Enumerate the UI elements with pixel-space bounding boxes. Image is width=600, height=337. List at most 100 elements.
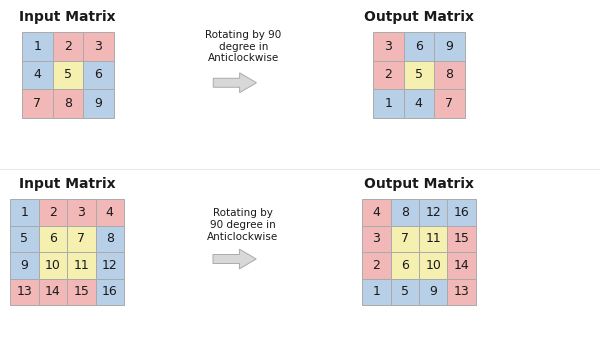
Bar (38, 199, 67, 225)
Bar (22, 89, 53, 118)
Bar (362, 252, 391, 278)
Bar (391, 199, 419, 225)
Bar (391, 278, 419, 305)
Text: 1: 1 (34, 40, 41, 53)
FancyArrow shape (213, 73, 256, 93)
Text: 5: 5 (415, 68, 423, 81)
Text: Output Matrix: Output Matrix (364, 10, 474, 24)
Bar (38, 252, 67, 278)
Text: 13: 13 (16, 285, 32, 298)
Bar (373, 89, 404, 118)
Text: 4: 4 (34, 68, 41, 81)
Bar (404, 61, 434, 89)
Bar (434, 89, 464, 118)
Bar (373, 61, 404, 89)
Text: 9: 9 (445, 40, 453, 53)
Text: 3: 3 (385, 40, 392, 53)
Text: 13: 13 (454, 285, 470, 298)
Bar (67, 225, 95, 252)
Text: 3: 3 (94, 40, 102, 53)
Text: 8: 8 (106, 232, 114, 245)
Text: 3: 3 (77, 206, 85, 219)
Text: 7: 7 (445, 97, 453, 110)
Bar (448, 278, 476, 305)
Text: 7: 7 (401, 232, 409, 245)
Text: 4: 4 (373, 206, 380, 219)
Bar (448, 199, 476, 225)
Text: 6: 6 (401, 259, 409, 272)
Bar (419, 199, 448, 225)
Bar (373, 32, 404, 61)
Text: 10: 10 (45, 259, 61, 272)
Text: 2: 2 (373, 259, 380, 272)
Bar (38, 278, 67, 305)
Text: 6: 6 (94, 68, 102, 81)
Text: 2: 2 (64, 40, 71, 53)
Text: 15: 15 (454, 232, 470, 245)
Bar (38, 225, 67, 252)
Text: 11: 11 (73, 259, 89, 272)
FancyArrow shape (213, 249, 256, 269)
Text: Rotating by
90 degree in
Anticlockwise: Rotating by 90 degree in Anticlockwise (208, 208, 278, 242)
Bar (10, 278, 38, 305)
Text: 8: 8 (64, 97, 72, 110)
Text: 5: 5 (20, 232, 28, 245)
Bar (22, 61, 53, 89)
Bar (83, 32, 113, 61)
Text: 1: 1 (20, 206, 28, 219)
Bar (22, 32, 53, 61)
Text: 4: 4 (106, 206, 113, 219)
Text: 4: 4 (415, 97, 422, 110)
Text: Rotating by 90
degree in
Anticlockwise: Rotating by 90 degree in Anticlockwise (205, 30, 281, 63)
Text: 7: 7 (77, 232, 85, 245)
Bar (67, 199, 95, 225)
Bar (448, 252, 476, 278)
Bar (53, 89, 83, 118)
Bar (419, 278, 448, 305)
Text: 8: 8 (445, 68, 453, 81)
Text: 1: 1 (385, 97, 392, 110)
Text: 8: 8 (401, 206, 409, 219)
Bar (95, 252, 124, 278)
Text: 16: 16 (454, 206, 470, 219)
Bar (404, 89, 434, 118)
Text: 5: 5 (64, 68, 72, 81)
Text: 14: 14 (45, 285, 61, 298)
Text: 9: 9 (430, 285, 437, 298)
Bar (10, 199, 38, 225)
Bar (391, 252, 419, 278)
Bar (67, 278, 95, 305)
Text: 5: 5 (401, 285, 409, 298)
Bar (83, 89, 113, 118)
Text: Input Matrix: Input Matrix (19, 177, 115, 191)
Bar (434, 61, 464, 89)
Bar (448, 225, 476, 252)
Bar (67, 252, 95, 278)
Bar (434, 32, 464, 61)
Text: 14: 14 (454, 259, 470, 272)
Text: 10: 10 (425, 259, 441, 272)
Text: 6: 6 (415, 40, 422, 53)
Bar (10, 252, 38, 278)
Text: 15: 15 (73, 285, 89, 298)
Bar (83, 61, 113, 89)
Text: 12: 12 (425, 206, 441, 219)
Text: 9: 9 (94, 97, 102, 110)
Bar (419, 225, 448, 252)
Text: 1: 1 (373, 285, 380, 298)
Bar (10, 225, 38, 252)
Text: Input Matrix: Input Matrix (19, 10, 116, 24)
Bar (391, 225, 419, 252)
Text: 11: 11 (425, 232, 441, 245)
Bar (419, 252, 448, 278)
Text: 3: 3 (373, 232, 380, 245)
Bar (362, 278, 391, 305)
Text: 7: 7 (33, 97, 41, 110)
Bar (95, 199, 124, 225)
Bar (362, 199, 391, 225)
Bar (95, 278, 124, 305)
Text: 16: 16 (102, 285, 118, 298)
Text: 2: 2 (49, 206, 56, 219)
Bar (53, 61, 83, 89)
Text: 12: 12 (102, 259, 118, 272)
